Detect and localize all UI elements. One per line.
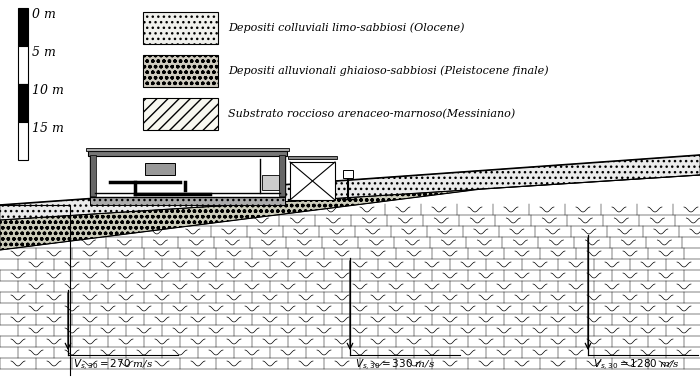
Polygon shape xyxy=(0,175,700,375)
Text: Depositi colluviali limo-sabbiosi (Olocene): Depositi colluviali limo-sabbiosi (Oloce… xyxy=(228,23,465,33)
Text: $V_{s,30} = 330$ m/s: $V_{s,30} = 330$ m/s xyxy=(355,358,435,373)
Bar xyxy=(262,175,279,190)
Bar xyxy=(279,155,285,196)
Bar xyxy=(290,162,335,200)
Bar xyxy=(90,197,285,205)
Text: $V_{s,30} = 270$ m/s: $V_{s,30} = 270$ m/s xyxy=(73,358,153,373)
Bar xyxy=(18,84,28,122)
Bar xyxy=(18,8,28,46)
Bar xyxy=(145,163,175,175)
Bar xyxy=(90,151,285,197)
Bar xyxy=(343,170,353,178)
Bar xyxy=(18,46,28,84)
Text: Depositi alluvionali ghiaioso-sabbiosi (Pleistocene finale): Depositi alluvionali ghiaioso-sabbiosi (… xyxy=(228,66,549,76)
Bar xyxy=(288,156,337,159)
Polygon shape xyxy=(0,190,471,250)
Polygon shape xyxy=(0,155,700,220)
Text: 10 m: 10 m xyxy=(32,84,64,97)
Text: 15 m: 15 m xyxy=(32,122,64,135)
Text: 0 m: 0 m xyxy=(32,8,56,21)
Bar xyxy=(143,55,218,87)
Bar xyxy=(90,155,96,196)
Bar xyxy=(86,148,289,151)
Text: $V_{s,30} = 1280$ m/s: $V_{s,30} = 1280$ m/s xyxy=(593,358,680,373)
Text: Substrato roccioso arenaceo-marnoso(Messiniano): Substrato roccioso arenaceo-marnoso(Mess… xyxy=(228,109,515,119)
Bar xyxy=(88,151,287,156)
Text: 5 m: 5 m xyxy=(32,46,56,59)
Bar xyxy=(143,98,218,130)
Bar xyxy=(143,12,218,44)
Bar xyxy=(18,122,28,160)
